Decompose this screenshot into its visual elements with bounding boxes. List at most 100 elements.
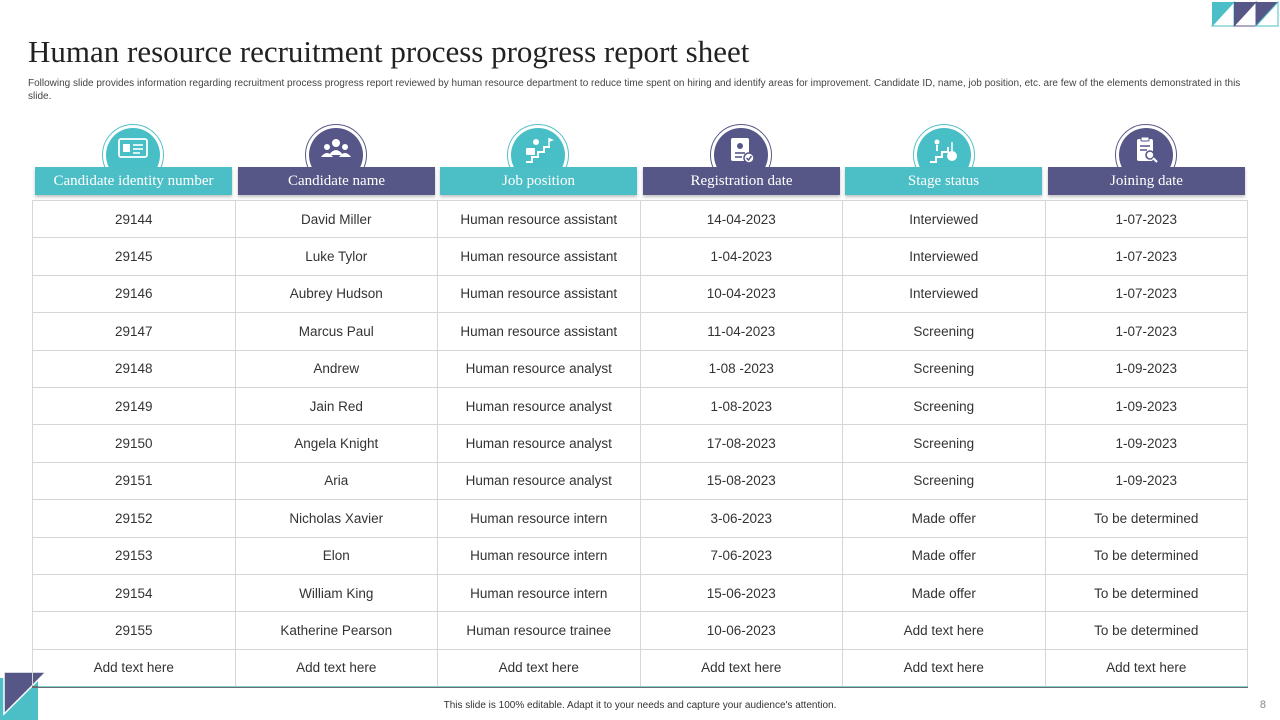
table-cell: Angela Knight <box>234 424 438 463</box>
table-cell: Human resource analyst <box>437 424 641 463</box>
table-cell: Human resource assistant <box>437 274 641 314</box>
page-number: 8 <box>1259 699 1266 711</box>
page-subtitle: Following slide provides information reg… <box>28 78 1241 102</box>
table-cell: 7-06-2023 <box>639 536 843 575</box>
table-cell: 29148 <box>32 349 236 388</box>
table-row: Add text here Add text here Add text here A… <box>32 648 1248 689</box>
table-cell: 14-04-2023 <box>639 199 843 239</box>
table-cell: 29149 <box>32 386 236 426</box>
table-cell: To be determined <box>1044 499 1248 538</box>
column-header: Job position <box>440 167 637 195</box>
table-row: 29151 Aria Human resource analyst 15-08-202… <box>32 461 1248 501</box>
table-cell: Screening <box>842 424 1046 463</box>
table-cell: Marcus Paul <box>234 312 438 351</box>
table-row: 29150 Angela Knight Human resource analyst… <box>32 424 1248 463</box>
table-cell: Add text here <box>639 648 843 689</box>
table-row: 29148 Andrew Human resource analyst 1-08 -2… <box>32 349 1248 388</box>
table-cell: 1-07-2023 <box>1044 237 1248 276</box>
table-cell: Human resource assistant <box>437 199 641 239</box>
table-cell: Human resource assistant <box>437 312 641 351</box>
column-header: Registration date <box>643 167 840 195</box>
table-cell: William King <box>234 573 438 613</box>
corner-decoration <box>1210 0 1279 27</box>
table-cell: 29146 <box>32 274 236 314</box>
table-cell: 1-09-2023 <box>1044 424 1248 463</box>
column-header: Joining date <box>1048 167 1245 195</box>
column-header: Stage status <box>845 167 1042 195</box>
table-cell: 1-09-2023 <box>1044 349 1248 388</box>
table-cell: Jain Red <box>234 386 438 426</box>
table-cell: Luke Tylor <box>234 237 438 276</box>
table-cell: Add text here <box>842 648 1046 689</box>
table-cell: Screening <box>842 312 1046 351</box>
table-cell: Aria <box>234 461 438 501</box>
table-cell: 1-08-2023 <box>639 386 843 426</box>
footer-note: This slide is 100% editable. Adapt it to… <box>443 700 837 711</box>
table-cell: Human resource analyst <box>437 386 641 426</box>
table-cell: 29153 <box>32 536 236 575</box>
table-cell: Human resource intern <box>437 536 641 575</box>
page-title: Human resource recruitment process progr… <box>28 34 750 69</box>
table-row: 29149 Jain Red Human resource analyst 1-08-… <box>32 386 1248 426</box>
table-cell: 29152 <box>32 499 236 538</box>
table-cell: 10-04-2023 <box>639 274 843 314</box>
table-row: 29153 Elon Human resource intern 7-06-2023 M… <box>32 536 1248 575</box>
table-cell: 29145 <box>32 237 236 276</box>
table-cell: 1-04-2023 <box>639 237 843 276</box>
table-cell: 10-06-2023 <box>639 611 843 650</box>
table-cell: Add text here <box>234 648 438 689</box>
table-cell: Made offer <box>842 499 1046 538</box>
column-header: Candidate name <box>238 167 435 195</box>
table-cell: Andrew <box>234 349 438 388</box>
table-cell: To be determined <box>1044 536 1248 575</box>
table-cell: 29144 <box>32 199 236 239</box>
table-cell: 29155 <box>32 611 236 650</box>
table-row: 29155 Katherine Pearson Human resource tra… <box>32 611 1248 650</box>
table-cell: Add text here <box>1044 648 1248 689</box>
table-cell: 11-04-2023 <box>639 312 843 351</box>
table-row: 29147 Marcus Paul Human resource assistant… <box>32 312 1248 351</box>
table-cell: Made offer <box>842 536 1046 575</box>
table-cell: Screening <box>842 461 1046 501</box>
table-cell: 3-06-2023 <box>639 499 843 538</box>
table-row: 29145 Luke Tylor Human resource assistant 1… <box>32 237 1248 276</box>
table-cell: To be determined <box>1044 573 1248 613</box>
table-cell: 17-08-2023 <box>639 424 843 463</box>
table-cell: 1-08 -2023 <box>639 349 843 388</box>
table-cell: Screening <box>842 349 1046 388</box>
table-cell: 1-07-2023 <box>1044 274 1248 314</box>
table-row: 29146 Aubrey Hudson Human resource assista… <box>32 274 1248 314</box>
table-cell: 29154 <box>32 573 236 613</box>
table-cell: 29150 <box>32 424 236 463</box>
table-cell: Interviewed <box>842 274 1046 314</box>
table-cell: 1-07-2023 <box>1044 312 1248 351</box>
table-header: Candidate identity number Candidate name… <box>35 167 1250 195</box>
table-cell: Human resource analyst <box>437 461 641 501</box>
table-row: 29144 David Miller Human resource assistan… <box>32 199 1248 239</box>
table-cell: 15-06-2023 <box>639 573 843 613</box>
table-cell: Add text here <box>32 648 236 689</box>
table-cell: Human resource intern <box>437 499 641 538</box>
table-cell: Add text here <box>437 648 641 689</box>
table-cell: 1-09-2023 <box>1044 461 1248 501</box>
table-cell: 15-08-2023 <box>639 461 843 501</box>
table-row: 29152 Nicholas Xavier Human resource inter… <box>32 499 1248 538</box>
table-cell: 29151 <box>32 461 236 501</box>
table-cell: 1-09-2023 <box>1044 386 1248 426</box>
table-row: 29154 William King Human resource intern 15… <box>32 573 1248 613</box>
table-cell: Human resource intern <box>437 573 641 613</box>
table-cell: Add text here <box>842 611 1046 650</box>
table-cell: Elon <box>234 536 438 575</box>
recruitment-table: 29144 David Miller Human resource assistan… <box>32 199 1248 689</box>
table-cell: 1-07-2023 <box>1044 199 1248 239</box>
table-cell: Interviewed <box>842 237 1046 276</box>
table-cell: Human resource assistant <box>437 237 641 276</box>
table-cell: Nicholas Xavier <box>234 499 438 538</box>
table-cell: Aubrey Hudson <box>234 274 438 314</box>
table-cell: To be determined <box>1044 611 1248 650</box>
table-cell: Katherine Pearson <box>234 611 438 650</box>
table-cell: David Miller <box>234 199 438 239</box>
table-cell: Made offer <box>842 573 1046 613</box>
column-header: Candidate identity number <box>35 167 232 195</box>
table-cell: Screening <box>842 386 1046 426</box>
